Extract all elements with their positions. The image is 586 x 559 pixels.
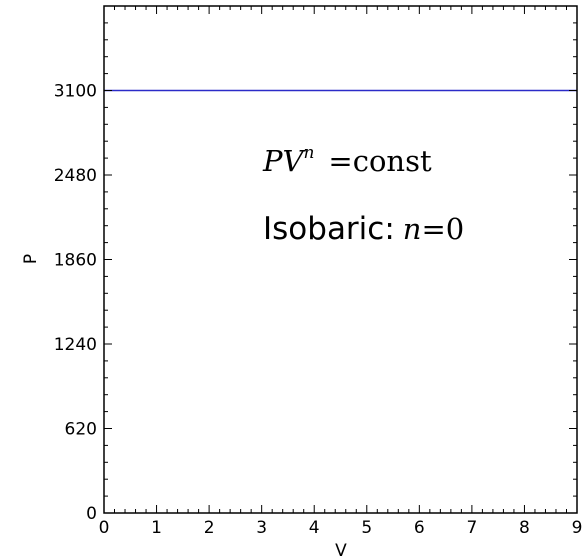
y-tick-label: 620	[65, 420, 97, 440]
equation-rhs: =const	[328, 144, 432, 178]
x-axis-label: V	[335, 541, 347, 559]
x-tick-label: 1	[151, 518, 162, 538]
y-tick-label: 0	[86, 504, 97, 524]
equation-exponent: n	[303, 143, 314, 163]
y-tick-label: 3100	[54, 82, 97, 102]
y-axis-ticks: 0 620 1240 1860 2480 3100	[54, 22, 577, 524]
equation-annotation: PVn =const	[262, 143, 432, 178]
x-tick-label: 3	[256, 518, 267, 538]
x-tick-label: 0	[99, 518, 110, 538]
y-tick-label: 1240	[54, 335, 97, 355]
x-tick-label: 8	[519, 518, 530, 538]
process-var: n	[403, 212, 422, 246]
x-tick-label: 4	[309, 518, 320, 538]
x-tick-label: 2	[204, 518, 215, 538]
x-tick-label: 7	[466, 518, 477, 538]
x-tick-label: 6	[414, 518, 425, 538]
equation-p: P	[262, 144, 283, 178]
process-label: Isobaric:	[263, 211, 395, 247]
x-tick-label: 5	[361, 518, 372, 538]
x-tick-label: 9	[572, 518, 583, 538]
plot-frame	[103, 5, 578, 514]
y-tick-label: 2480	[54, 166, 97, 186]
process-annotation: Isobaric: n=0	[263, 211, 464, 247]
process-rhs: =0	[421, 212, 464, 246]
y-tick-label: 1860	[54, 251, 97, 271]
x-axis-ticks: 0 1 2 3 4 5 6 7 8 9	[99, 6, 583, 538]
y-axis-label: P	[21, 254, 41, 264]
equation-v: V	[283, 144, 307, 178]
